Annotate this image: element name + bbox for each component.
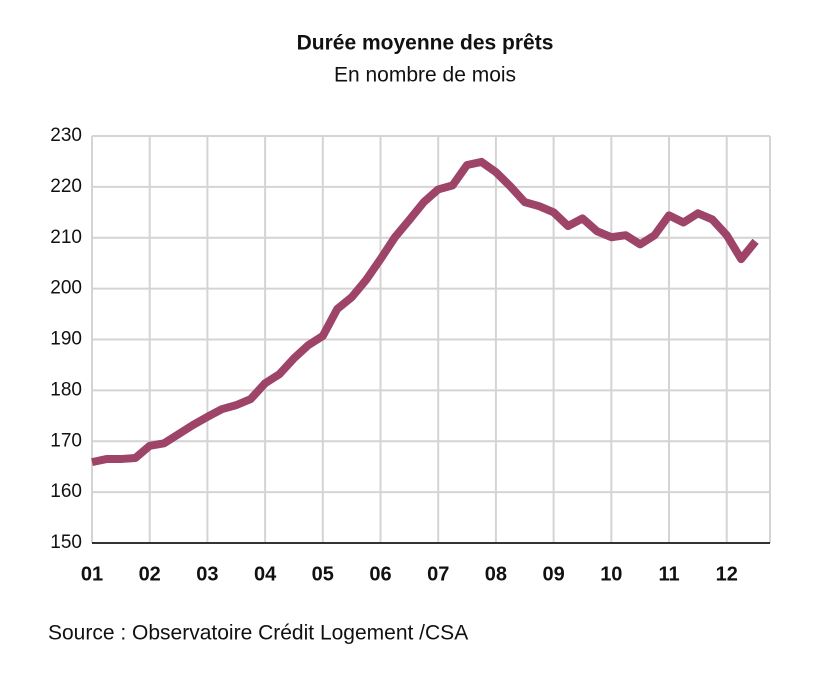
y-tick-label: 230 [50,125,82,146]
x-tick-label: 01 [81,563,103,585]
y-tick-label: 200 [50,278,82,299]
y-tick-label: 150 [50,532,82,553]
y-tick-label: 160 [50,481,82,502]
x-tick-label: 03 [196,563,218,585]
x-tick-label: 07 [427,563,449,585]
x-tick-label: 12 [716,563,738,585]
x-tick-label: 08 [485,563,507,585]
x-tick-label: 11 [658,563,679,585]
y-tick-label: 180 [50,379,82,400]
data-line [91,157,759,467]
y-tick-label: 170 [50,430,82,451]
y-tick-label: 190 [50,329,82,350]
x-tick-label: 05 [312,563,334,585]
chart-title: Durée moyenne des prêts [297,32,554,55]
x-tick-label: 10 [600,563,622,585]
x-tick-label: 06 [369,563,391,585]
x-tick-label: 04 [254,563,277,585]
source-note: Source : Observatoire Crédit Logement /C… [48,622,468,645]
x-tick-label: 02 [139,563,161,585]
y-tick-label: 210 [50,227,82,248]
x-tick-label: 09 [542,563,564,585]
chart-subtitle: En nombre de mois [334,64,516,87]
y-tick-label: 220 [50,176,82,197]
